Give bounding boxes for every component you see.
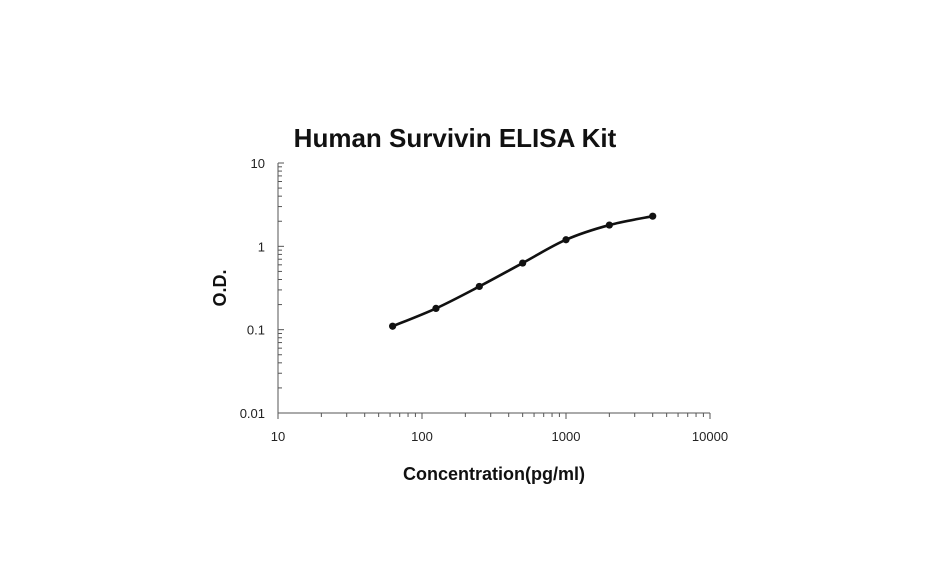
y-tick-label: 10 <box>251 156 265 171</box>
x-tick-label: 1000 <box>552 429 581 444</box>
y-tick-label: 0.1 <box>247 323 265 338</box>
data-points <box>389 212 657 330</box>
x-tick-label: 10000 <box>692 429 728 444</box>
y-tick-label: 0.01 <box>240 406 265 421</box>
data-point <box>475 282 483 291</box>
data-point <box>519 259 527 267</box>
data-point <box>432 304 440 312</box>
x-axis-label: Concentration(pg/ml) <box>403 464 585 484</box>
x-tick-label: 100 <box>411 429 433 444</box>
x-tick-label: 10 <box>271 429 285 444</box>
data-point <box>649 212 657 220</box>
tick-labels: 10 100 1000 10000 10 1 0.1 0.01 <box>240 156 728 444</box>
ticks <box>277 162 711 419</box>
fit-curve <box>392 214 653 328</box>
axes <box>277 163 710 414</box>
y-tick-label: 1 <box>258 239 265 254</box>
data-point <box>605 221 613 229</box>
data-point <box>562 236 570 244</box>
data-point <box>389 322 397 330</box>
chart-title: Human Survivin ELISA Kit <box>294 123 617 153</box>
y-axis-label: O.D. <box>210 269 230 306</box>
